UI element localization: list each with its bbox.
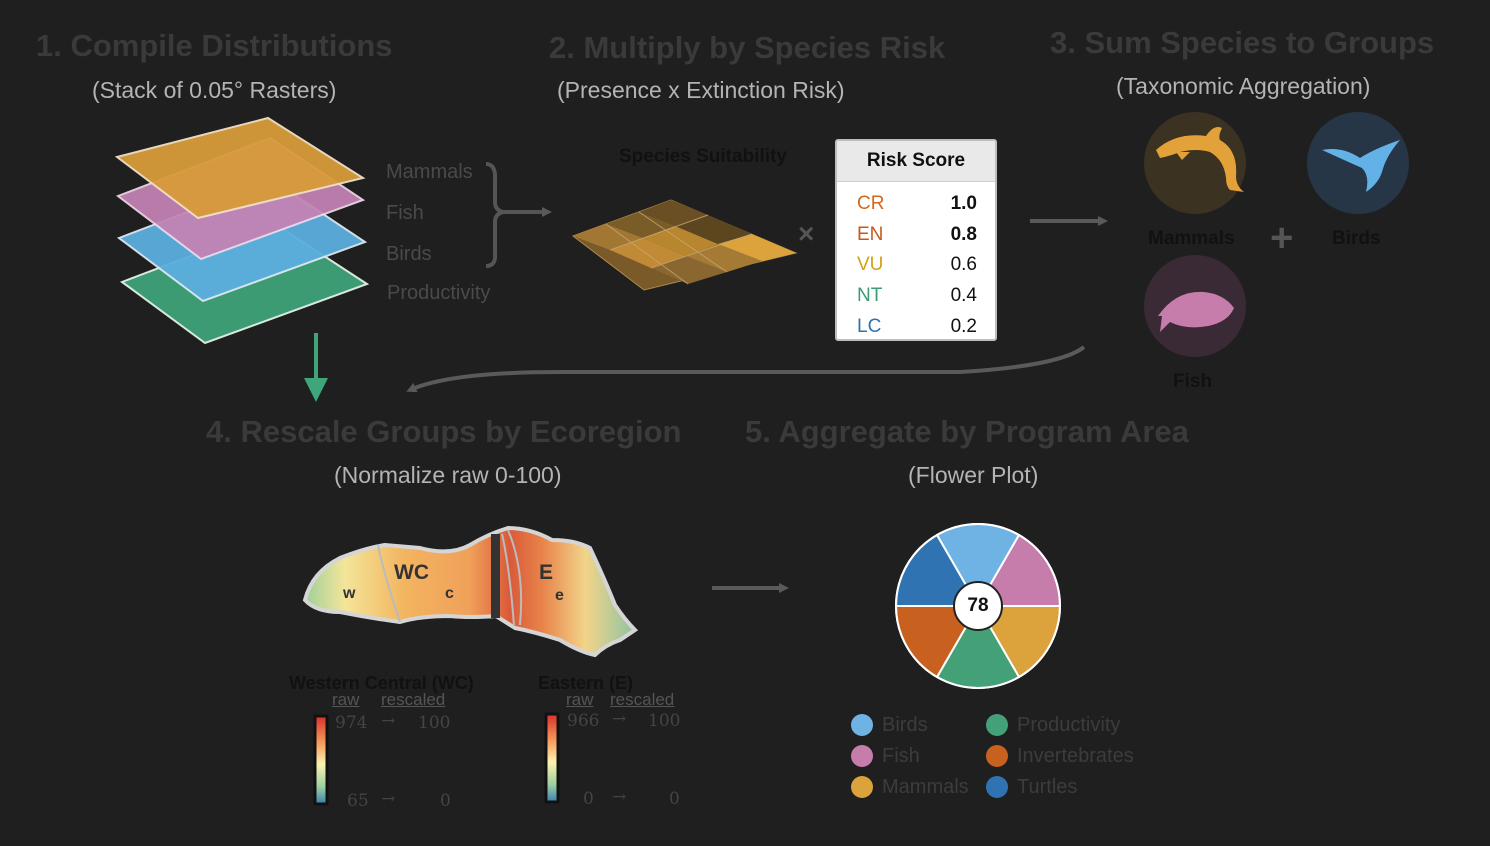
wc-arrow-min: → (381, 789, 396, 809)
flower-plot (894, 523, 1062, 689)
legend-dot-turtles (986, 776, 1008, 798)
step4-subtitle: (Normalize raw 0-100) (334, 462, 562, 488)
ecoregion-map (302, 525, 639, 658)
wc-colorbar (313, 714, 329, 806)
layer-mammals (114, 116, 366, 220)
risk-table-header: Risk Score (837, 141, 995, 182)
legend-label-invertebrates: Invertebrates (1017, 745, 1134, 767)
step1-subtitle: (Stack of 0.05° Rasters) (92, 77, 337, 103)
map-label-c: c (445, 585, 454, 602)
group-label-fish: Fish (1173, 371, 1213, 392)
legend-dot-invertebrates (986, 745, 1008, 767)
legend-dot-fish (851, 745, 873, 767)
step3-title: 3. Sum Species to Groups (1050, 25, 1435, 60)
group-label-mammals: Mammals (1148, 228, 1235, 249)
legend-label-fish: Fish (882, 745, 920, 767)
legend-dot-mammals (851, 776, 873, 798)
legend-dot-productivity (986, 714, 1008, 736)
step2-subtitle: (Presence x Extinction Risk) (557, 77, 845, 103)
wc-raw-min: 65 (347, 791, 369, 811)
risk-cat: NT (857, 285, 883, 306)
layer-brace (485, 162, 504, 268)
risk-cat: EN (857, 224, 884, 245)
e-arrow-max: → (612, 709, 627, 729)
risk-cat: VU (857, 254, 884, 275)
legend-label-mammals: Mammals (882, 776, 969, 798)
risk-row-lc: LC 0.2 (837, 312, 995, 342)
wc-arrow-max: → (381, 711, 396, 731)
risk-val: 0.8 (950, 224, 977, 245)
e-raw-min: 0 (583, 789, 594, 809)
risk-row-cr: CR 1.0 (837, 189, 995, 219)
multiply-symbol: × (798, 218, 815, 249)
flower-center-value: 78 (967, 595, 989, 616)
risk-cat: LC (857, 316, 882, 337)
plus-symbol: + (1270, 216, 1294, 260)
layer-label-fish: Fish (386, 202, 424, 224)
wc-raw-max: 974 (335, 713, 368, 733)
scale-rescaled-label-e: rescaled (610, 690, 675, 709)
e-raw-max: 966 (567, 711, 600, 731)
wc-res-min: 0 (440, 791, 451, 811)
flower-outline (895, 523, 1061, 689)
bird-icon (1322, 140, 1400, 192)
risk-val: 0.6 (950, 254, 977, 275)
e-colorbar (544, 712, 560, 804)
map-label-e: E (539, 561, 554, 584)
group-label-birds: Birds (1332, 228, 1381, 249)
layer-label-birds: Birds (386, 243, 432, 265)
step4-title: 4. Rescale Groups by Ecoregion (206, 414, 682, 449)
legend-label-turtles: Turtles (1017, 776, 1078, 798)
scale-title-wc: Western Central (WC) (289, 673, 474, 693)
mammals-circle (1144, 112, 1246, 214)
step5-subtitle: (Flower Plot) (908, 462, 1039, 488)
risk-val: 0.4 (950, 285, 977, 306)
legend-label-birds: Birds (882, 714, 928, 736)
risk-row-vu: VU 0.6 (837, 250, 995, 280)
step1-title: 1. Compile Distributions (36, 28, 393, 63)
arrow-to-rescale (406, 345, 1086, 393)
risk-cat: CR (857, 193, 885, 214)
suitability-grid (571, 199, 798, 291)
scale-raw-label-e: raw (566, 690, 594, 709)
dolphin-icon (1156, 127, 1244, 192)
risk-val: 0.2 (950, 316, 977, 337)
scale-rescaled-label-wc: rescaled (381, 690, 446, 709)
map-label-e-small: e (555, 587, 564, 604)
risk-score-table: Risk Score CR 1.0 EN 0.8 VU 0.6 NT 0.4 L… (835, 139, 997, 341)
wc-res-max: 100 (418, 713, 451, 733)
suitability-label: Species Suitability (619, 146, 787, 167)
raster-stack (114, 116, 370, 345)
risk-val: 1.0 (950, 193, 977, 214)
risk-row-en: EN 0.8 (837, 220, 995, 250)
step2-title: 2. Multiply by Species Risk (549, 30, 946, 65)
map-label-w: w (343, 585, 356, 602)
layer-label-mammals: Mammals (386, 161, 473, 183)
step5-title: 5. Aggregate by Program Area (745, 414, 1189, 449)
scale-title-e: Eastern (E) (538, 673, 634, 693)
map-label-wc: WC (394, 561, 429, 584)
scale-raw-label-wc: raw (332, 690, 360, 709)
green-arrow-head (304, 378, 328, 402)
risk-row-nt: NT 0.4 (837, 281, 995, 311)
flower-center (953, 581, 1003, 631)
legend-label-productivity: Productivity (1017, 714, 1121, 736)
legend-dot-birds (851, 714, 873, 736)
fish-icon (1158, 291, 1234, 332)
layer-label-productivity: Productivity (387, 282, 491, 304)
e-res-min: 0 (669, 789, 680, 809)
step3-subtitle: (Taxonomic Aggregation) (1116, 73, 1371, 99)
e-arrow-min: → (612, 787, 627, 807)
e-res-max: 100 (648, 711, 681, 731)
